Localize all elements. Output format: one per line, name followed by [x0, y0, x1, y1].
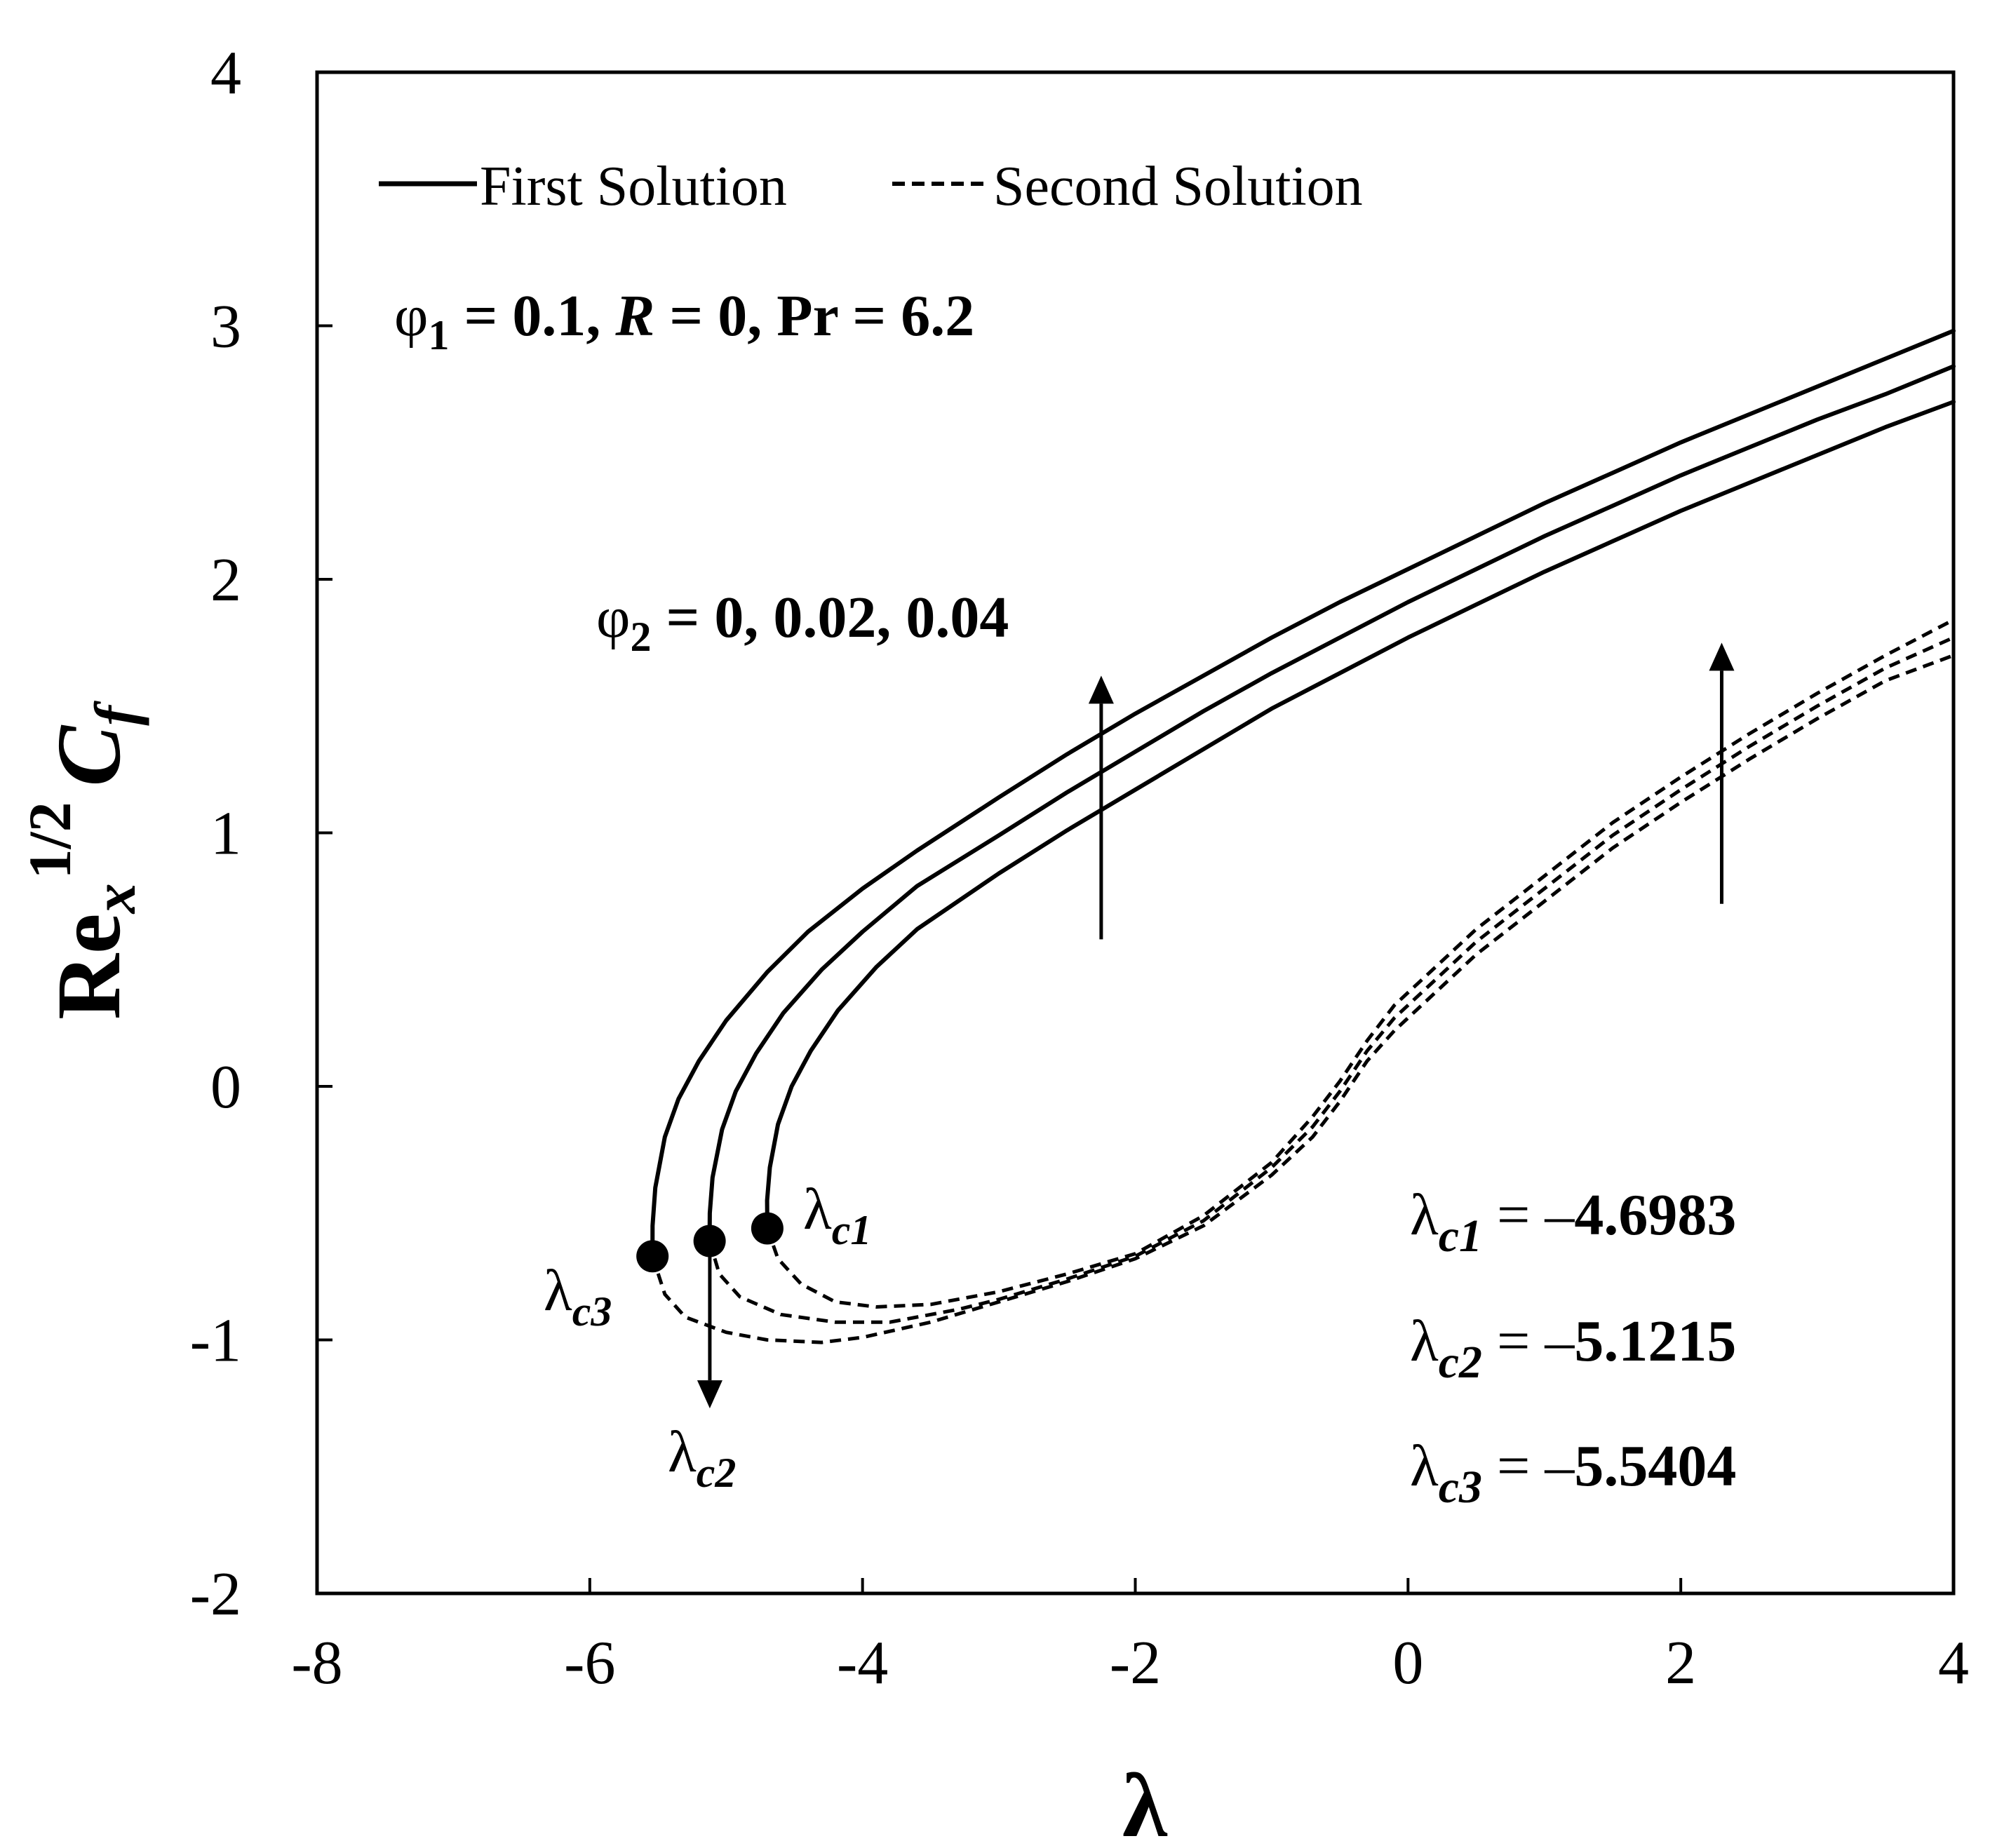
first-solution-line-3 [765, 400, 1956, 1231]
x-tick-label: -2 [1110, 1629, 1161, 1697]
legend-label-first: First Solution [480, 156, 787, 217]
phi2-sub: 2 [630, 614, 651, 660]
critical-point-c2 [693, 1225, 726, 1257]
x-tick-label: 2 [1665, 1629, 1696, 1697]
x-tick-label: 0 [1392, 1629, 1423, 1697]
cv-c1-val: 4.6983 [1574, 1182, 1736, 1248]
x-tick-label: -4 [837, 1629, 888, 1697]
y-tick-label: 2 [210, 546, 241, 614]
second-solution-line-2 [708, 635, 1955, 1324]
cv-c3-val: 5.5404 [1574, 1434, 1736, 1499]
phi1-sub: 1 [428, 312, 449, 358]
y-tick-label: 1 [210, 800, 241, 868]
phi1-symbol: φ [394, 283, 428, 349]
critical-value-c3: λc3 = –5.5404 [1410, 1434, 1736, 1513]
cv-c1-eq: = – [1482, 1182, 1575, 1248]
phi2-values: = 0, 0.02, 0.04 [651, 585, 1009, 650]
arrows-group [697, 642, 1735, 1409]
arrow-head-1 [1088, 675, 1114, 704]
label-lambda-c3-sym: λ [544, 1258, 572, 1323]
phi2-annotation: φ2 = 0, 0.02, 0.04 [596, 585, 1009, 660]
critical-point-c3 [636, 1240, 669, 1273]
y-axis-title-base: Re [39, 913, 140, 1020]
arrow-head-2 [1709, 642, 1735, 671]
label-lambda-c1-sub: c1 [832, 1207, 872, 1253]
cv-c3-eq: = – [1482, 1434, 1575, 1499]
cv-c1-sym: λ [1410, 1182, 1439, 1248]
critical-markers [636, 1212, 784, 1273]
label-lambda-c3: λc3 [544, 1258, 612, 1335]
y-axis-title: Rex 1/2 Cf [16, 701, 149, 1020]
label-lambda-c2-sym: λ [668, 1419, 697, 1485]
label-lambda-c2-sub: c2 [697, 1450, 737, 1496]
label-lambda-c1-sym: λ [803, 1177, 832, 1242]
critical-value-c2: λc2 = –5.1215 [1410, 1309, 1736, 1388]
r-symbol: R [614, 283, 654, 349]
series-group [650, 328, 1956, 1344]
label-lambda-c2: λc2 [668, 1419, 736, 1496]
x-tick-label: 4 [1938, 1629, 1969, 1697]
axis-ticks: -8 -6 -4 -2 0 2 4 -2 -1 0 1 2 3 4 [190, 39, 1969, 1697]
cv-c2-sub: c2 [1439, 1337, 1482, 1388]
label-lambda-c3-sub: c3 [572, 1288, 612, 1335]
pr-symbol: Pr [776, 283, 838, 349]
first-solution-line-2 [707, 364, 1956, 1243]
first-solution-line-1 [650, 328, 1956, 1259]
y-axis-title-cf: C [39, 724, 140, 786]
y-axis-title-sup: 1/2 [16, 802, 83, 879]
cv-c2-val: 5.1215 [1574, 1309, 1736, 1374]
arrow-head-3 [697, 1380, 722, 1409]
second-solution-line-3 [765, 618, 1955, 1309]
critical-values: λc1 = –4.6983 λc2 = –5.1215 λc3 = –5.540… [1410, 1182, 1736, 1513]
r-value: = 0, [654, 283, 776, 349]
y-tick-label: 4 [210, 39, 241, 107]
y-tick-label: 0 [210, 1053, 241, 1121]
y-axis-title-sub: x [81, 883, 148, 915]
cv-c3-sym: λ [1410, 1434, 1439, 1499]
legend: First Solution Second Solution [379, 156, 1363, 217]
params-annotation: φ1 = 0.1, R = 0, Pr = 6.2 [394, 283, 974, 358]
x-axis-title: λ [1122, 1755, 1168, 1848]
pr-value: = 6.2 [838, 283, 974, 349]
cv-c2-eq: = – [1482, 1309, 1575, 1374]
y-tick-label: -2 [190, 1560, 241, 1628]
second-solution-line-1 [650, 654, 1954, 1344]
critical-point-c1 [751, 1212, 784, 1245]
legend-label-second: Second Solution [993, 156, 1363, 217]
critical-value-c1: λc1 = –4.6983 [1410, 1182, 1736, 1262]
x-tick-label: -6 [564, 1629, 615, 1697]
y-axis-title-cf-sub: f [82, 701, 149, 726]
cv-c2-sym: λ [1410, 1309, 1439, 1374]
label-lambda-c1: λc1 [803, 1177, 871, 1253]
y-tick-label: -1 [190, 1307, 241, 1375]
cv-c1-sub: c1 [1439, 1210, 1482, 1262]
cv-c3-sub: c3 [1439, 1462, 1482, 1513]
phi2-symbol: φ [596, 585, 630, 650]
y-tick-label: 3 [210, 293, 241, 361]
x-tick-label: -8 [291, 1629, 342, 1697]
phi1-value: = 0.1, [449, 283, 615, 349]
